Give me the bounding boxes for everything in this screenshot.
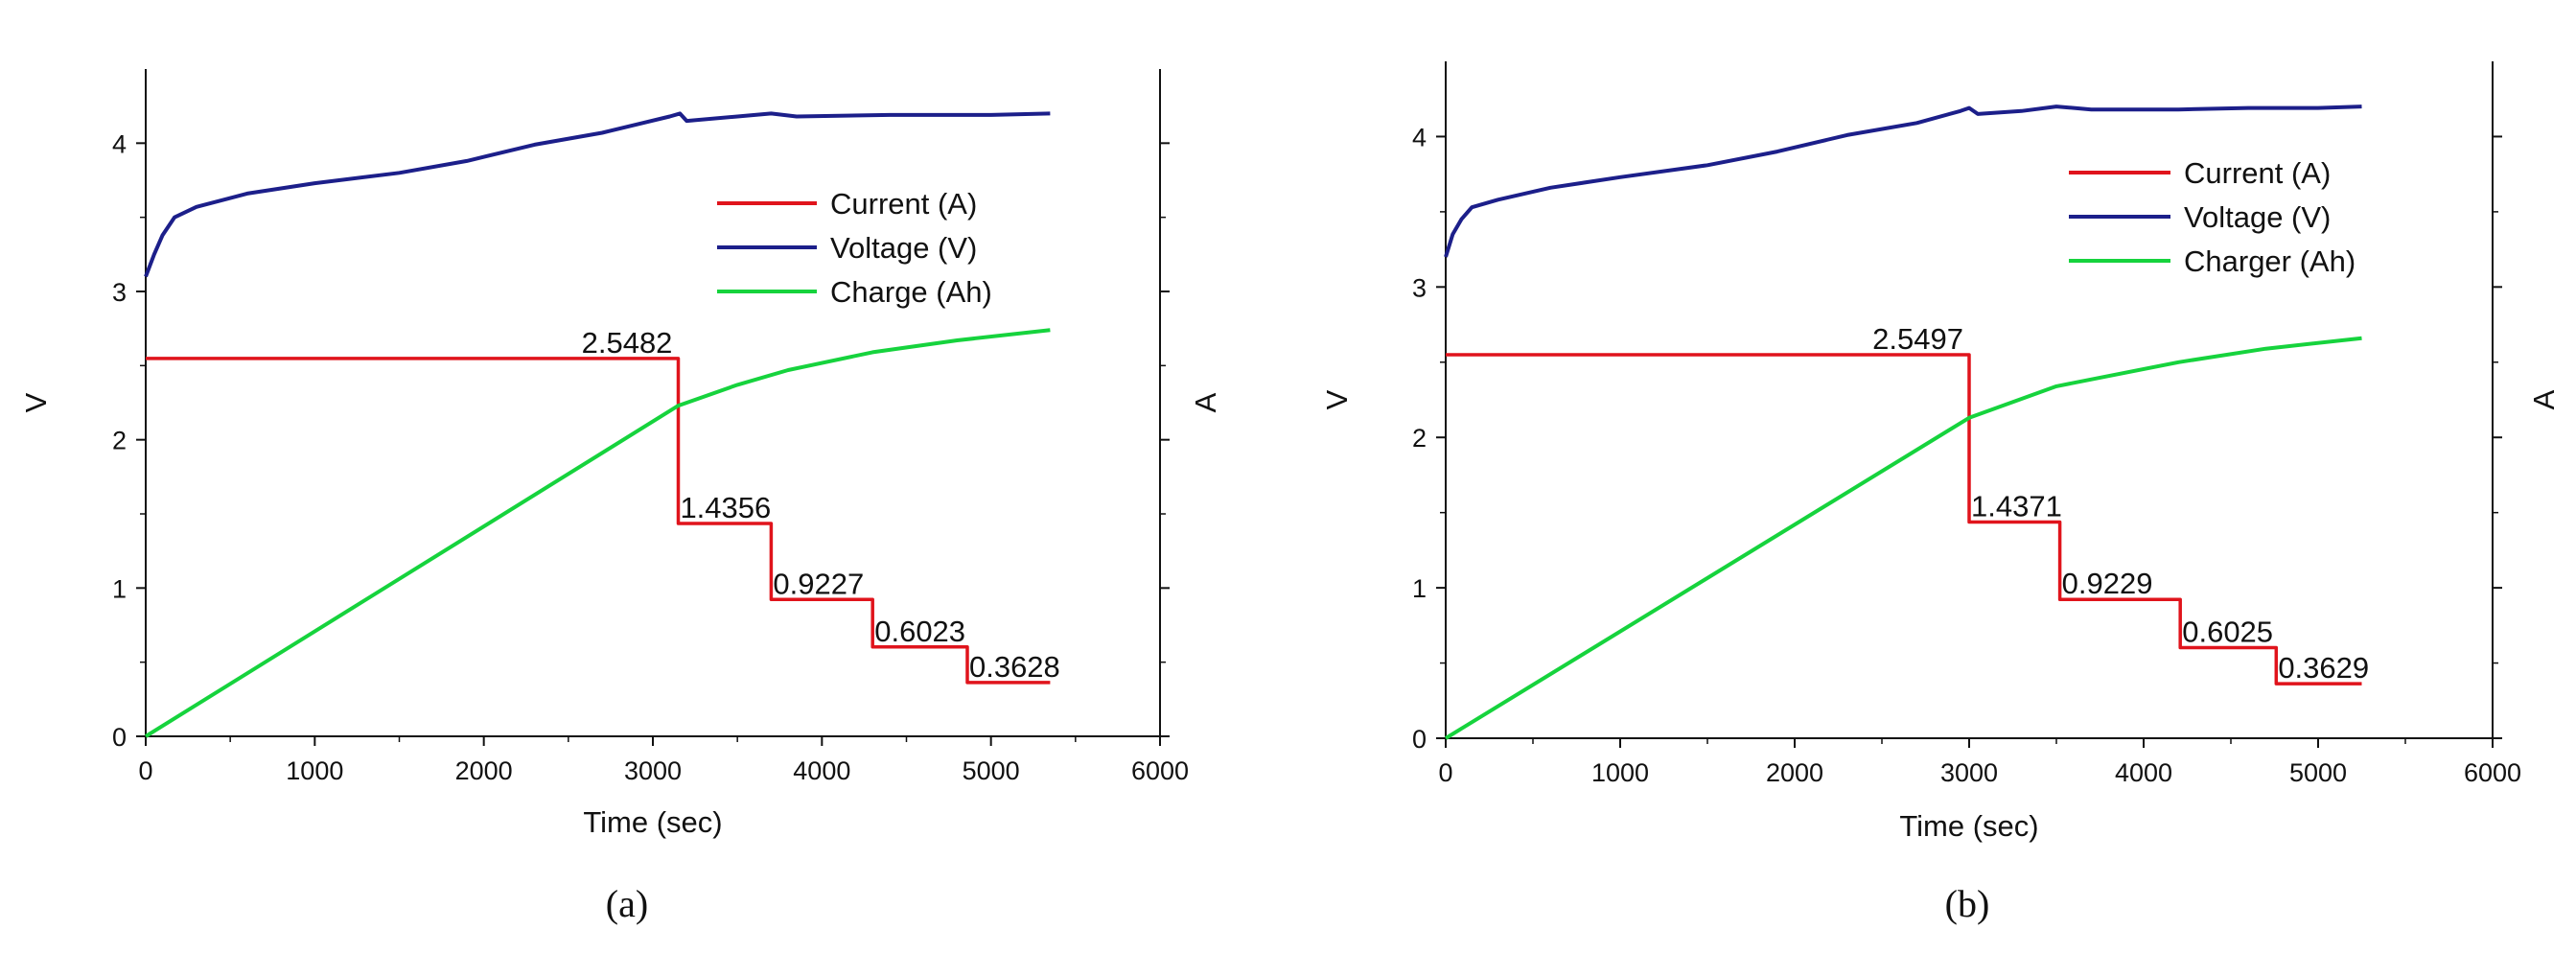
y-tick-label: 2	[112, 427, 127, 455]
step-value-label: 2.5497	[1872, 322, 1963, 356]
y-tick-label: 0	[112, 723, 127, 752]
legend-label-current: Current (A)	[830, 187, 977, 221]
series-line-current	[146, 357, 1051, 685]
y-axis-title-left: V	[19, 392, 53, 412]
chart-panel-b: 0 1000 2000 3000 4000 5000 6000 0 1 2 3 4 Time (sec)…	[1320, 61, 2561, 925]
y-tick-label: 2	[1412, 424, 1427, 453]
step-value-label: 1.4356	[680, 491, 771, 524]
y-tick-label: 0	[1412, 725, 1427, 754]
y-axis-title-left: V	[1320, 389, 1354, 409]
legend-label-current: Current (A)	[2184, 156, 2331, 190]
legend-label-charge: Charge (Ah)	[830, 275, 992, 309]
x-tick-label: 2000	[1766, 758, 1823, 787]
legend-label-voltage: Voltage (V)	[830, 231, 977, 265]
legend-label-voltage: Voltage (V)	[2184, 200, 2331, 234]
x-axis-title: Time (sec)	[583, 805, 722, 839]
y-tick-label: 3	[1412, 273, 1427, 302]
x-tick-label: 3000	[624, 756, 682, 785]
x-axis-title: Time (sec)	[1899, 809, 2038, 843]
step-value-label: 0.3629	[2278, 651, 2369, 685]
step-value-label: 0.3628	[969, 650, 1060, 684]
x-tick-label: 3000	[1940, 758, 1998, 787]
chart-panel-a: 0 1000 2000 3000 4000 5000 6000 0 1 2 3 4 Time (sec)…	[19, 69, 1222, 925]
legend-label-charge: Charger (Ah)	[2184, 244, 2356, 278]
y-axis-title-right: A	[1189, 392, 1222, 412]
x-tick-label: 4000	[793, 756, 850, 785]
series-line-current	[1446, 353, 2362, 686]
series-line-voltage	[144, 111, 1051, 278]
x-tick-label: 1000	[1591, 758, 1649, 787]
series-line-voltage	[1444, 105, 2362, 258]
y-tick-label: 4	[1412, 123, 1427, 151]
step-value-label: 0.9229	[2062, 567, 2153, 600]
x-tick-label: 5000	[2289, 758, 2347, 787]
step-value-label: 0.9227	[773, 567, 864, 600]
x-tick-label: 4000	[2115, 758, 2172, 787]
x-tick-label: 1000	[286, 756, 343, 785]
y-tick-label: 4	[112, 129, 127, 158]
step-value-label: 0.6025	[2182, 615, 2273, 648]
x-tick-label: 6000	[1131, 756, 1189, 785]
y-tick-label: 1	[112, 574, 127, 603]
step-value-label: 1.4371	[1971, 490, 2062, 523]
x-tick-label: 2000	[455, 756, 513, 785]
y-tick-label: 1	[1412, 574, 1427, 603]
panel-label: (a)	[606, 882, 648, 925]
step-value-label: 0.6023	[874, 615, 965, 648]
x-tick-label: 6000	[2464, 758, 2521, 787]
x-tick-label: 0	[1438, 758, 1452, 787]
x-tick-label: 0	[138, 756, 152, 785]
panel-label: (b)	[1945, 882, 1990, 925]
step-value-label: 2.5482	[582, 326, 673, 360]
series-line-charge	[144, 328, 1051, 738]
x-tick-label: 5000	[963, 756, 1020, 785]
y-axis-title-right: A	[2527, 389, 2561, 409]
y-tick-label: 3	[112, 278, 127, 307]
series-line-charge	[1444, 336, 2362, 740]
